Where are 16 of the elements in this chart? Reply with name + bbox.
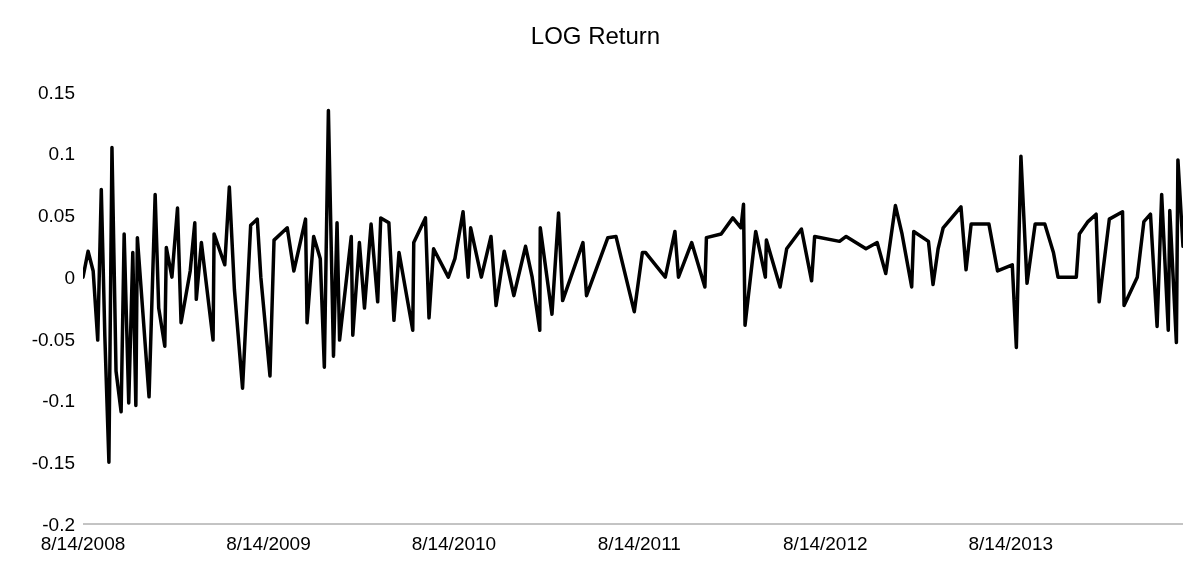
x-tick-label: 8/14/2010 [411, 533, 497, 554]
chart-title: LOG Return [529, 22, 662, 50]
y-tick-label: 0.05 [38, 205, 75, 227]
x-tick-label: 8/14/2013 [968, 533, 1054, 554]
x-tick-label: 8/14/2011 [597, 533, 681, 554]
x-tick-label: 8/14/2008 [40, 533, 126, 554]
y-tick-label: -0.2 [42, 513, 75, 535]
x-tick-label: 8/14/2009 [226, 533, 311, 554]
y-tick-label: -0.05 [31, 328, 75, 350]
y-tick-label: 0 [64, 266, 75, 288]
line-series [83, 108, 1183, 465]
y-tick-label: 0.15 [38, 81, 75, 103]
y-tick-label: -0.1 [42, 390, 75, 412]
x-tick-label: 8/14/2012 [783, 533, 868, 554]
y-tick-label: -0.15 [31, 452, 75, 474]
y-tick-label: 0.1 [48, 143, 75, 165]
